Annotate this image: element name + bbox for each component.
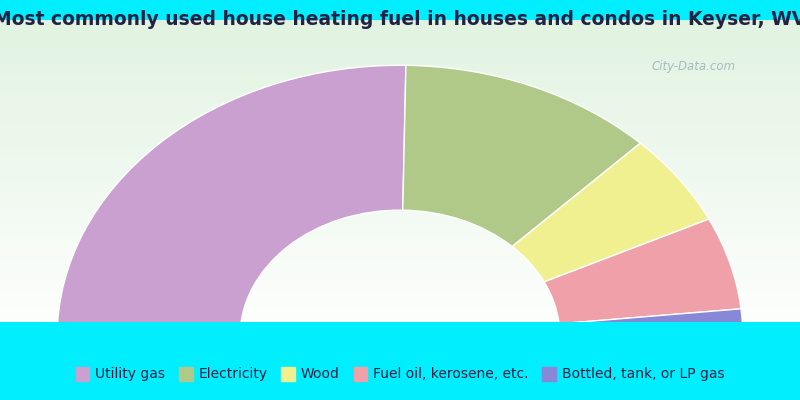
Bar bbox=[0, 297, 800, 302]
Bar bbox=[0, 343, 800, 346]
Bar bbox=[0, 264, 800, 269]
Bar bbox=[0, 48, 800, 53]
Bar bbox=[0, 147, 800, 153]
Legend: Utility gas, Electricity, Wood, Fuel oil, kerosene, etc., Bottled, tank, or LP g: Utility gas, Electricity, Wood, Fuel oil… bbox=[75, 366, 725, 382]
Bar bbox=[0, 252, 800, 258]
Bar bbox=[0, 331, 800, 334]
Bar bbox=[0, 114, 800, 120]
Text: City-Data.com: City-Data.com bbox=[652, 60, 736, 73]
Wedge shape bbox=[544, 219, 741, 324]
Bar bbox=[0, 142, 800, 147]
Bar bbox=[0, 70, 800, 75]
Bar bbox=[0, 37, 800, 42]
Bar bbox=[0, 75, 800, 81]
Bar bbox=[0, 42, 800, 48]
Bar bbox=[0, 349, 800, 352]
Bar bbox=[0, 20, 800, 26]
Bar bbox=[0, 286, 800, 291]
Bar bbox=[0, 92, 800, 98]
Bar bbox=[0, 59, 800, 64]
Bar bbox=[0, 324, 800, 330]
Bar bbox=[0, 164, 800, 169]
Bar bbox=[0, 325, 800, 328]
Bar bbox=[0, 136, 800, 142]
Bar bbox=[0, 170, 800, 175]
Bar bbox=[0, 81, 800, 86]
Bar bbox=[0, 31, 800, 37]
Bar bbox=[0, 219, 800, 225]
Bar bbox=[0, 328, 800, 331]
Bar bbox=[0, 322, 800, 325]
Bar bbox=[0, 214, 800, 219]
Wedge shape bbox=[559, 309, 743, 337]
Bar bbox=[0, 180, 800, 186]
Bar bbox=[0, 340, 800, 343]
Wedge shape bbox=[402, 65, 640, 246]
Bar bbox=[0, 308, 800, 313]
Bar bbox=[0, 274, 800, 280]
Bar bbox=[0, 153, 800, 158]
Bar bbox=[0, 26, 800, 31]
Bar bbox=[0, 313, 800, 319]
Bar bbox=[0, 186, 800, 192]
Bar bbox=[0, 334, 800, 355]
Bar bbox=[0, 247, 800, 252]
Bar bbox=[0, 64, 800, 70]
Text: Most commonly used house heating fuel in houses and condos in Keyser, WV: Most commonly used house heating fuel in… bbox=[0, 10, 800, 29]
Bar bbox=[0, 258, 800, 264]
Bar bbox=[0, 225, 800, 230]
Bar bbox=[0, 175, 800, 180]
Bar bbox=[0, 208, 800, 214]
Bar bbox=[0, 158, 800, 164]
Bar bbox=[0, 131, 800, 136]
Wedge shape bbox=[512, 143, 709, 282]
Bar bbox=[0, 236, 800, 241]
Bar bbox=[0, 346, 800, 352]
Bar bbox=[0, 230, 800, 236]
Bar bbox=[0, 291, 800, 297]
Bar bbox=[0, 280, 800, 286]
Bar bbox=[0, 125, 800, 131]
Bar bbox=[0, 334, 800, 337]
Bar bbox=[0, 319, 800, 324]
Bar bbox=[0, 341, 800, 346]
Bar bbox=[0, 337, 800, 340]
Bar bbox=[0, 330, 800, 335]
Bar bbox=[0, 103, 800, 108]
Bar bbox=[0, 346, 800, 349]
Bar bbox=[0, 86, 800, 92]
Bar bbox=[0, 202, 800, 208]
Bar bbox=[0, 192, 800, 197]
Bar bbox=[0, 335, 800, 341]
Bar bbox=[0, 120, 800, 125]
Bar bbox=[0, 241, 800, 247]
Bar bbox=[0, 98, 800, 103]
Wedge shape bbox=[57, 65, 406, 337]
Bar bbox=[0, 197, 800, 202]
Bar bbox=[0, 108, 800, 114]
Bar bbox=[0, 269, 800, 274]
Bar bbox=[0, 53, 800, 59]
Bar bbox=[0, 302, 800, 308]
